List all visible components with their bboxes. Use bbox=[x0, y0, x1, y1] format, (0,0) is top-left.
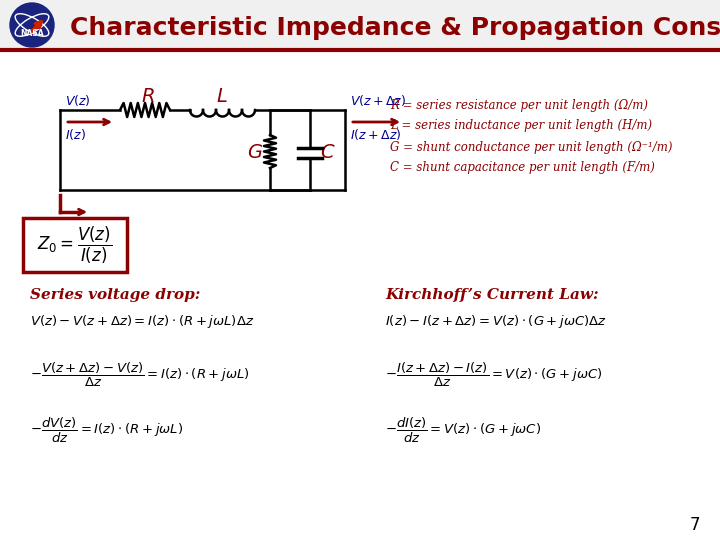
Text: $Z_0 = \dfrac{V(z)}{I(z)}$: $Z_0 = \dfrac{V(z)}{I(z)}$ bbox=[37, 225, 112, 266]
Bar bbox=[0, 0, 720, 50]
Text: $C$: $C$ bbox=[320, 144, 336, 162]
Text: $-\dfrac{dV(z)}{dz}=I(z)\cdot(R+j\omega L)$: $-\dfrac{dV(z)}{dz}=I(z)\cdot(R+j\omega … bbox=[30, 415, 183, 444]
Text: R = series resistance per unit length (Ω/m): R = series resistance per unit length (Ω… bbox=[390, 98, 648, 111]
Text: $V(z)$: $V(z)$ bbox=[65, 92, 91, 107]
Text: Kirchhoff’s Current Law:: Kirchhoff’s Current Law: bbox=[385, 288, 598, 302]
Text: $I(z)$: $I(z)$ bbox=[65, 126, 86, 141]
Text: $G$: $G$ bbox=[247, 144, 263, 162]
Text: 7: 7 bbox=[690, 516, 700, 534]
Text: $V(z)-V(z+\Delta z)=I(z)\cdot(R+j\omega L)\Delta z$: $V(z)-V(z+\Delta z)=I(z)\cdot(R+j\omega … bbox=[30, 314, 254, 330]
Text: NASA: NASA bbox=[20, 29, 44, 37]
Text: $-\dfrac{dI(z)}{dz}=V(z)\cdot(G+j\omega C)$: $-\dfrac{dI(z)}{dz}=V(z)\cdot(G+j\omega … bbox=[385, 415, 541, 444]
Text: $V(z+\Delta z)$: $V(z+\Delta z)$ bbox=[350, 92, 406, 107]
Text: Series voltage drop:: Series voltage drop: bbox=[30, 288, 200, 302]
Text: $R$: $R$ bbox=[141, 88, 155, 106]
Text: C = shunt capacitance per unit length (F/m): C = shunt capacitance per unit length (F… bbox=[390, 161, 655, 174]
Text: $-\dfrac{V(z+\Delta z)-V(z)}{\Delta z}=I(z)\cdot(R+j\omega L)$: $-\dfrac{V(z+\Delta z)-V(z)}{\Delta z}=I… bbox=[30, 361, 250, 389]
Text: $-\dfrac{I(z+\Delta z)-I(z)}{\Delta z}=V(z)\cdot(G+j\omega C)$: $-\dfrac{I(z+\Delta z)-I(z)}{\Delta z}=V… bbox=[385, 361, 603, 389]
Circle shape bbox=[10, 3, 54, 47]
Text: $I(z+\Delta z)$: $I(z+\Delta z)$ bbox=[350, 126, 401, 141]
Text: Characteristic Impedance & Propagation Constant: Characteristic Impedance & Propagation C… bbox=[70, 16, 720, 40]
Text: G = shunt conductance per unit length (Ω⁻¹/m): G = shunt conductance per unit length (Ω… bbox=[390, 140, 672, 153]
Text: L = series inductance per unit length (H/m): L = series inductance per unit length (H… bbox=[390, 119, 652, 132]
Text: $I(z)-I(z+\Delta z)=V(z)\cdot(G+j\omega C)\Delta z$: $I(z)-I(z+\Delta z)=V(z)\cdot(G+j\omega … bbox=[385, 314, 607, 330]
FancyBboxPatch shape bbox=[23, 218, 127, 272]
Text: $L$: $L$ bbox=[216, 88, 228, 106]
